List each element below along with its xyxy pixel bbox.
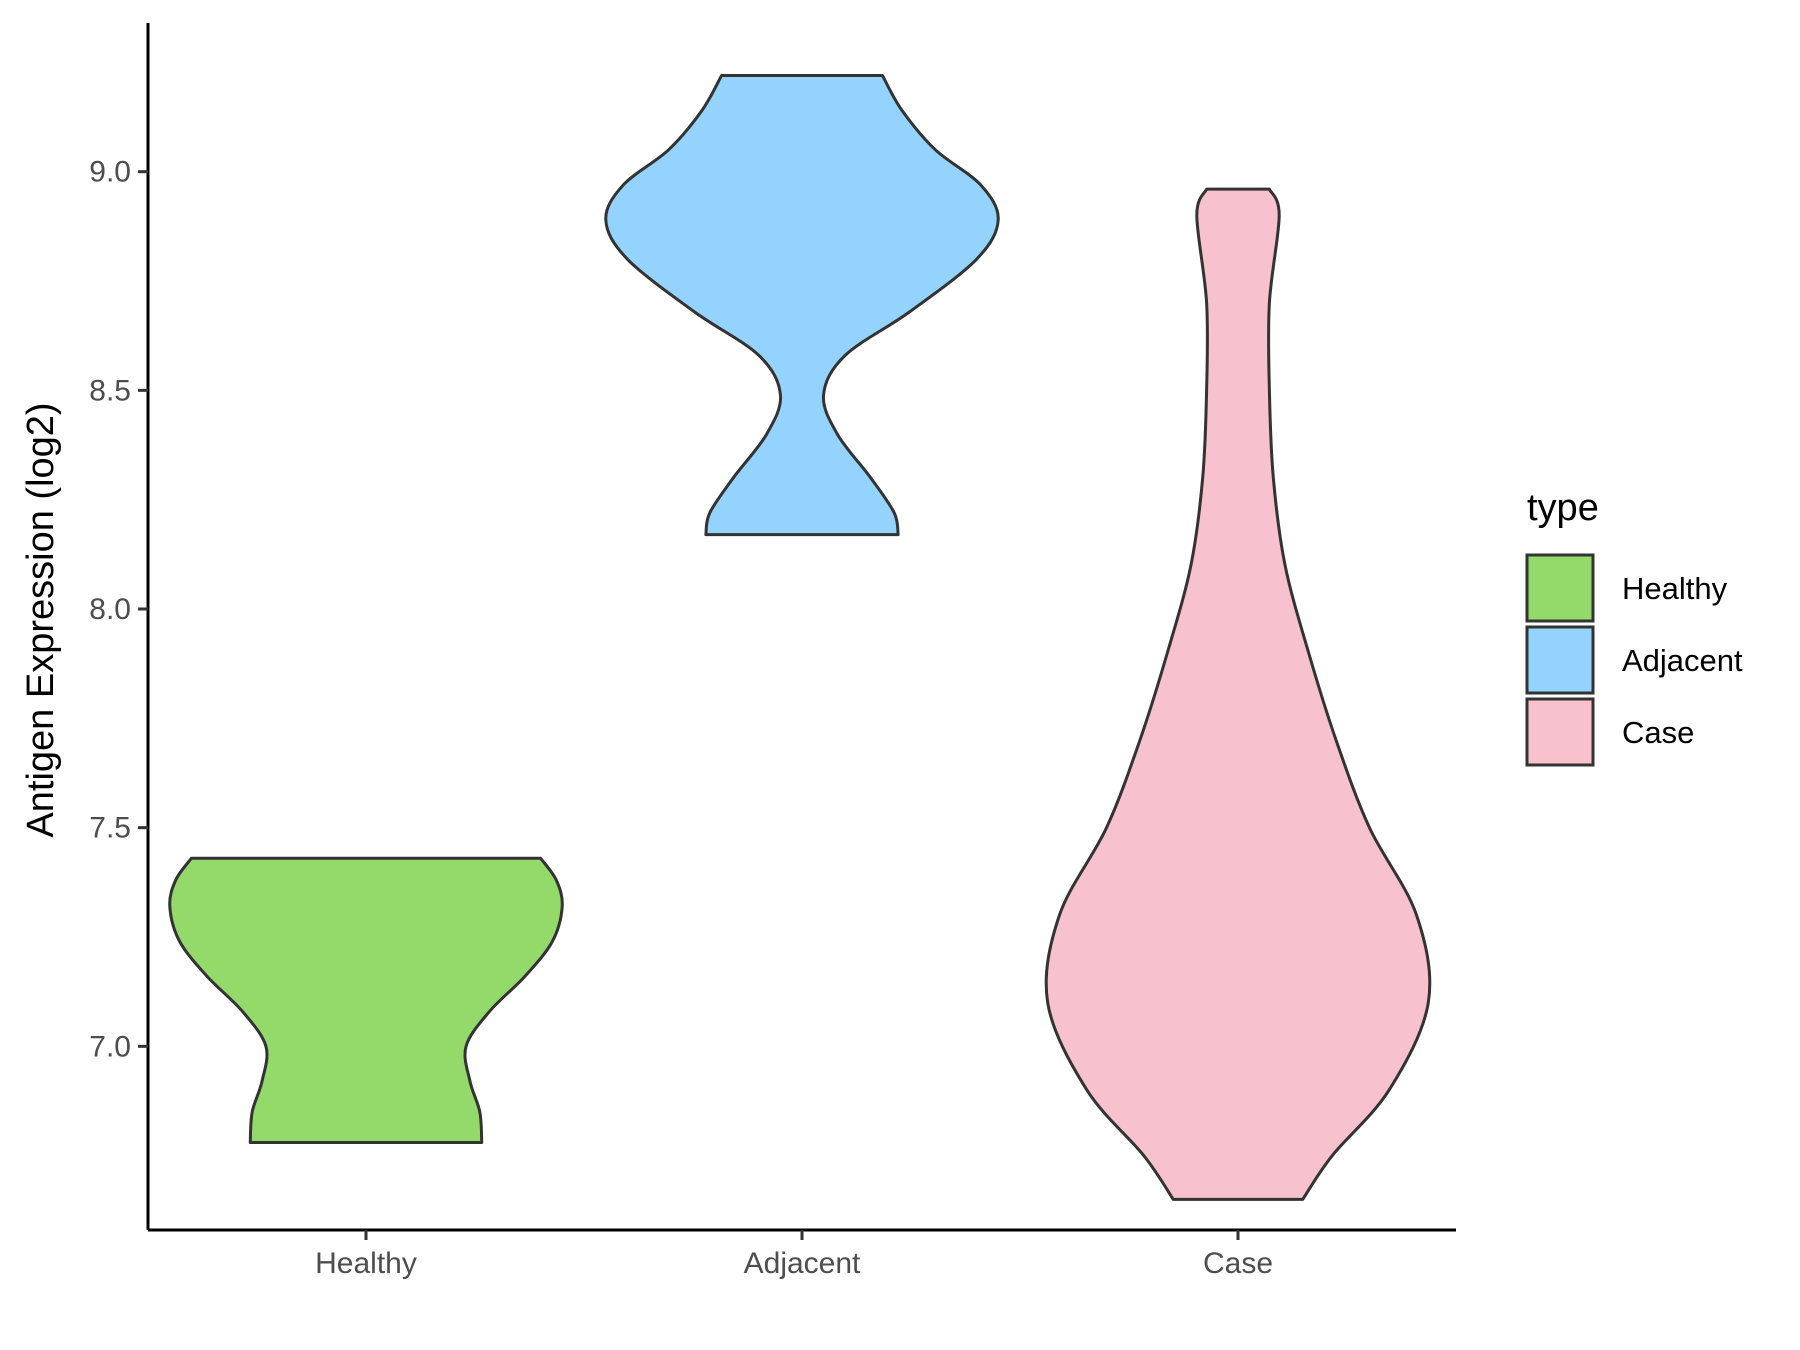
- y-tick-label: 8.0: [89, 593, 131, 626]
- legend-key-adjacent: [1525, 625, 1595, 695]
- y-tick-label: 8.5: [89, 374, 131, 407]
- y-tick-label: 7.0: [89, 1030, 131, 1063]
- legend-label-adjacent: Adjacent: [1622, 643, 1743, 678]
- x-tick-label: Adjacent: [744, 1247, 861, 1280]
- violin-adjacent: [604, 73, 1000, 537]
- x-tick-label: Case: [1203, 1247, 1273, 1280]
- y-axis-title: Antigen Expression (log2): [20, 402, 62, 837]
- legend-key-healthy: [1525, 553, 1595, 623]
- y-tick-label: 9.0: [89, 156, 131, 189]
- y-ticks: 7.0 7.5 8.0 8.5 9.0: [89, 156, 148, 1063]
- violin-healthy: [168, 856, 564, 1145]
- violin-case: [1044, 187, 1432, 1201]
- legend-label-case: Case: [1622, 715, 1694, 750]
- x-tick-label: Healthy: [315, 1247, 417, 1280]
- legend-label-healthy: Healthy: [1622, 571, 1728, 606]
- x-ticks: Healthy Adjacent Case: [315, 1230, 1273, 1280]
- y-tick-label: 7.5: [89, 812, 131, 845]
- violin-layer: [168, 73, 1432, 1201]
- legend: type Healthy Adjacent Case: [1525, 487, 1743, 767]
- legend-key-case: [1525, 697, 1595, 767]
- legend-title: type: [1527, 487, 1599, 529]
